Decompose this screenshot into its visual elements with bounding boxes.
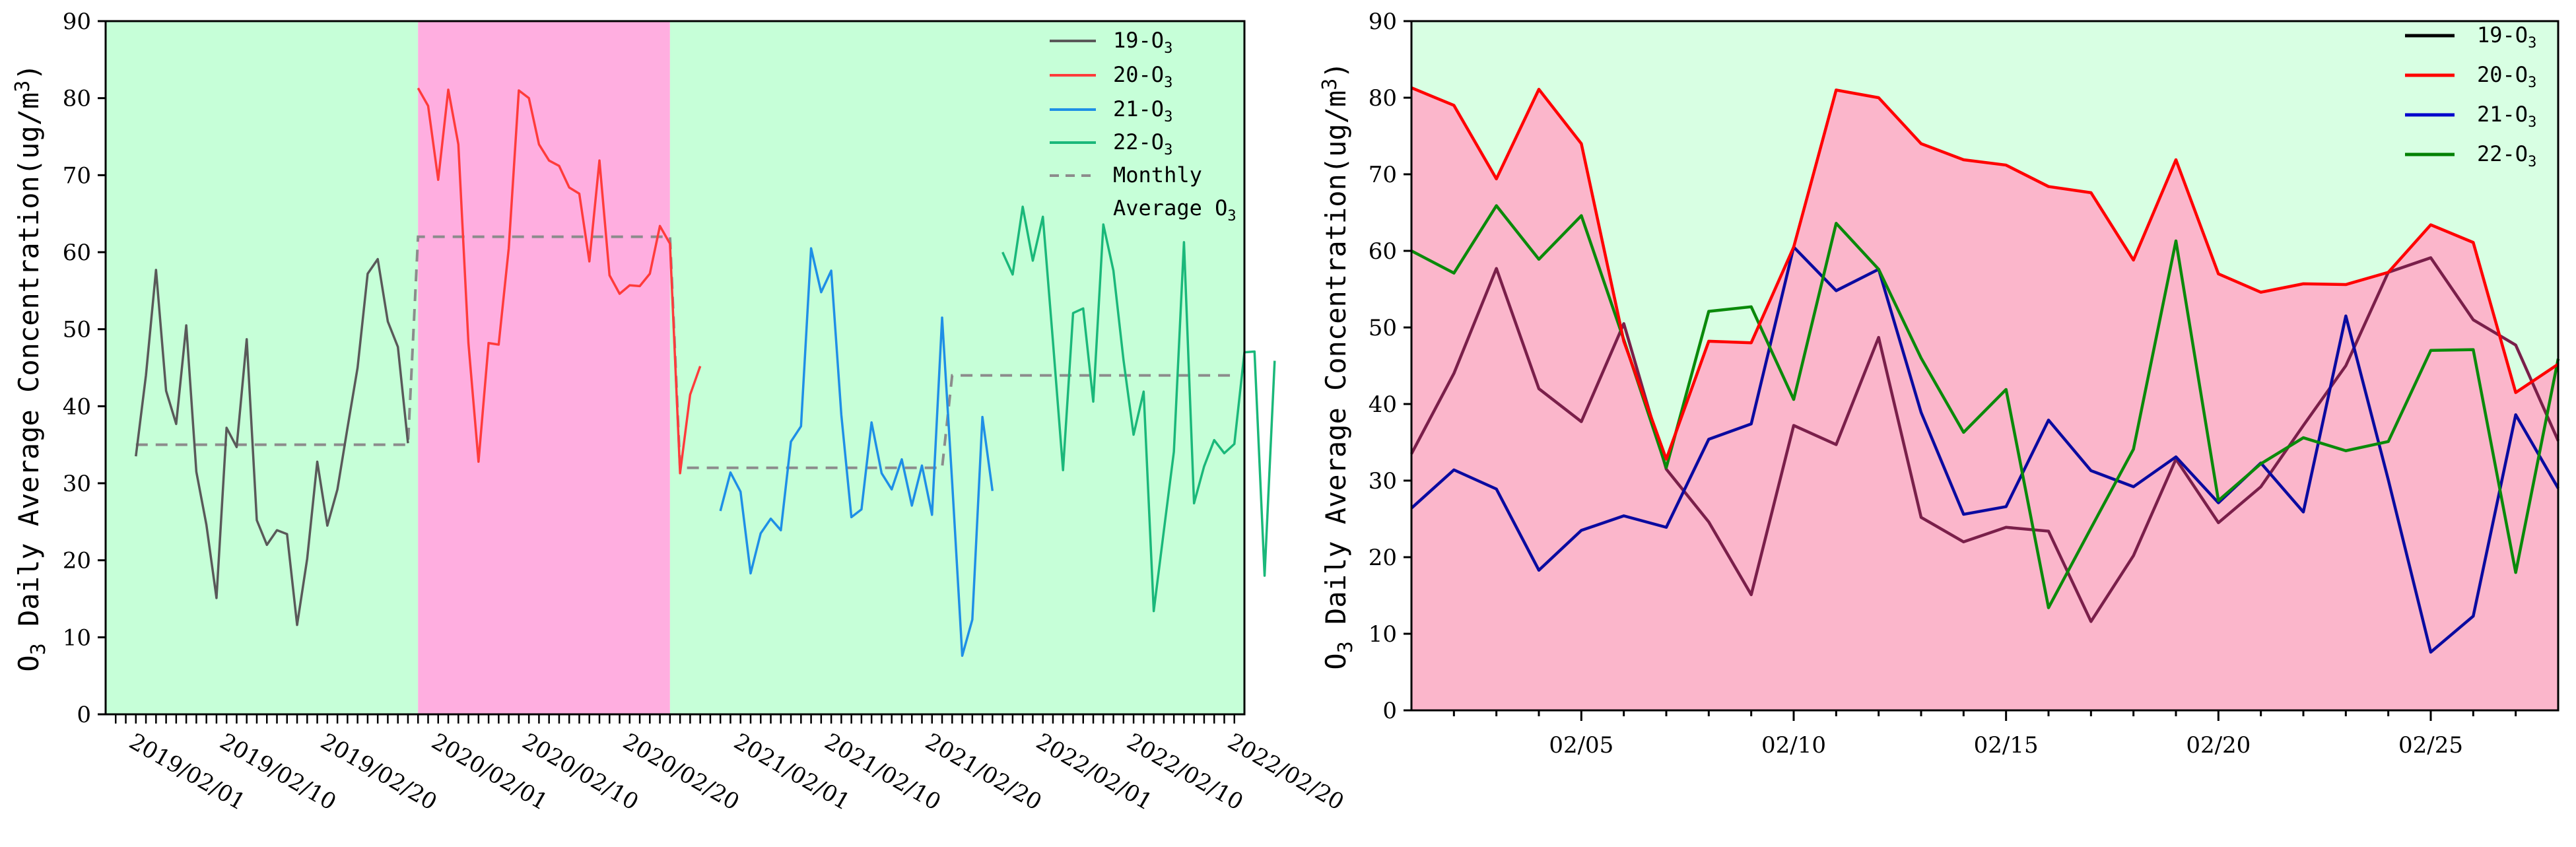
- y-tick-label: 50: [63, 317, 91, 343]
- right-plot-frame: [1410, 20, 2559, 712]
- x-tick-label: 02/25: [2398, 732, 2463, 759]
- series-line-19: [135, 257, 409, 627]
- legend-label: 21-O3: [1113, 96, 1172, 125]
- legend-label: 20-O3: [2477, 62, 2536, 91]
- legend-label: 19-O3: [1113, 28, 1172, 57]
- y-tick-label: 0: [77, 702, 91, 728]
- background-band-2: [669, 21, 1244, 714]
- y-tick-label: 40: [1369, 391, 1397, 418]
- left-series-lines: [135, 87, 1276, 658]
- series-line-22: [1001, 205, 1276, 613]
- y-tick-label: 70: [1369, 162, 1397, 188]
- y-tick-label: 30: [1369, 468, 1397, 494]
- right-series-lines: [1410, 86, 2560, 654]
- x-tick-label: 02/15: [1974, 732, 2039, 759]
- monthly-average-line: [135, 235, 1235, 469]
- y-tick-label: 30: [63, 471, 91, 497]
- right-y-ticks: 0 10 20 30 40 50 60 70 80 90: [1369, 9, 1411, 724]
- right-chart: 0 10 20 30 40 50 60 70 80 90 02/05 02/10 02/15 02/20…: [1318, 9, 2560, 759]
- series-line-22: [1410, 204, 2560, 609]
- x-tick-label: 02/20: [2186, 732, 2251, 759]
- right-x-ticks: 02/05 02/10 02/15 02/20 02/25: [1452, 710, 2517, 759]
- series-line-21: [1410, 245, 2559, 654]
- y-tick-label: 90: [1369, 9, 1397, 35]
- legend-label: 21-O3: [2477, 102, 2536, 131]
- y-tick-label: 40: [63, 393, 91, 420]
- left-legend: 19-O3 20-O3 21-O3 22-O3 Monthly Average O3: [1050, 28, 1237, 224]
- y-tick-label: 0: [1382, 698, 1397, 724]
- y-tick-label: 20: [1369, 545, 1397, 571]
- left-y-axis-title: O3 Daily Average Concentration(ug/m3): [11, 63, 50, 671]
- y-tick-label: 60: [1369, 238, 1397, 265]
- y-tick-label: 60: [63, 240, 91, 266]
- background-band-1: [418, 21, 670, 714]
- right-y-axis-title: O3 Daily Average Concentration(ug/m3): [1318, 61, 1357, 669]
- series-line-21: [719, 247, 994, 658]
- background-band-0: [106, 21, 419, 714]
- left-background-bands: [106, 21, 1244, 714]
- legend-label: 22-O3: [2477, 141, 2536, 170]
- left-x-ticks: 2019/02/012019/02/102019/02/202020/02/01…: [115, 714, 1348, 816]
- y-tick-label: 80: [63, 86, 91, 112]
- legend-label: 20-O3: [1113, 62, 1172, 91]
- y-tick-label: 20: [63, 548, 91, 574]
- y-tick-label: 80: [1369, 85, 1397, 112]
- left-chart: 0 10 20 30 40 50 60 70 80 90 2019/02/012019/02/10…: [11, 9, 1348, 816]
- legend-label-monthly: Monthly: [1113, 162, 1202, 187]
- right-legend: 19-O3 20-O3 21-O3 22-O3: [2405, 22, 2536, 170]
- x-tick-label: 02/05: [1549, 732, 1613, 759]
- legend-label: 19-O3: [2477, 22, 2536, 51]
- legend-label-average: Average O3: [1113, 195, 1237, 224]
- left-y-ticks: 0 10 20 30 40 50 60 70 80 90: [63, 9, 106, 728]
- series-line-20: [1411, 86, 2559, 461]
- y-tick-label: 50: [1369, 315, 1397, 341]
- y-tick-label: 10: [63, 625, 91, 651]
- series-line-20: [417, 87, 702, 475]
- left-monthly-average: [135, 235, 1235, 469]
- x-tick-label: 02/10: [1761, 732, 1826, 759]
- y-tick-label: 70: [63, 162, 91, 189]
- series-line-19: [1410, 256, 2560, 623]
- right-lower-area-fill: [1411, 87, 2558, 711]
- y-tick-label: 10: [1369, 621, 1397, 648]
- legend-label: 22-O3: [1113, 129, 1172, 158]
- y-tick-label: 90: [63, 9, 91, 35]
- left-plot-frame: [104, 20, 1246, 716]
